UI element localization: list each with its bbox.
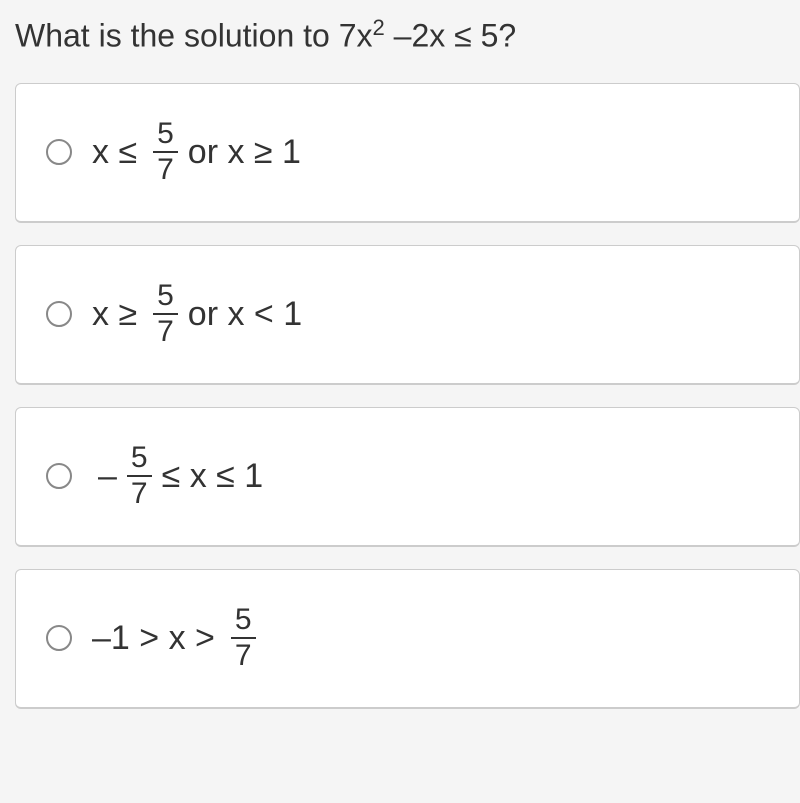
answer-c: – 5 7 ≤ x ≤ 1 bbox=[92, 443, 263, 509]
option-a[interactable]: x ≤ 5 7 or x ≥ 1 bbox=[15, 83, 800, 223]
option-b[interactable]: x ≥ 5 7 or x < 1 bbox=[15, 245, 800, 385]
answer-c-neg: – bbox=[98, 457, 117, 496]
fraction-b-num: 5 bbox=[153, 281, 178, 313]
answer-d-before: –1 > x > bbox=[92, 619, 215, 658]
fraction-c-den: 7 bbox=[127, 477, 152, 509]
fraction-a-num: 5 bbox=[153, 119, 178, 151]
radio-a[interactable] bbox=[46, 139, 72, 165]
question-suffix: –2x ≤ 5? bbox=[385, 18, 516, 54]
answer-a-after: or x ≥ 1 bbox=[188, 133, 301, 172]
answer-d: –1 > x > 5 7 bbox=[92, 605, 266, 671]
fraction-b: 5 7 bbox=[153, 281, 178, 347]
fraction-c-num: 5 bbox=[127, 443, 152, 475]
answer-a: x ≤ 5 7 or x ≥ 1 bbox=[92, 119, 301, 185]
answer-b: x ≥ 5 7 or x < 1 bbox=[92, 281, 302, 347]
option-d[interactable]: –1 > x > 5 7 bbox=[15, 569, 800, 709]
radio-c[interactable] bbox=[46, 463, 72, 489]
fraction-d-den: 7 bbox=[231, 639, 256, 671]
fraction-c: 5 7 bbox=[127, 443, 152, 509]
question-prefix: What is the solution to 7x bbox=[15, 18, 373, 54]
fraction-d: 5 7 bbox=[231, 605, 256, 671]
answer-a-before: x ≤ bbox=[92, 133, 137, 172]
radio-d[interactable] bbox=[46, 625, 72, 651]
fraction-d-num: 5 bbox=[231, 605, 256, 637]
radio-b[interactable] bbox=[46, 301, 72, 327]
answer-c-after: ≤ x ≤ 1 bbox=[162, 457, 264, 496]
question-text: What is the solution to 7x2 –2x ≤ 5? bbox=[15, 15, 800, 55]
option-c[interactable]: – 5 7 ≤ x ≤ 1 bbox=[15, 407, 800, 547]
question-exponent: 2 bbox=[373, 15, 385, 40]
options-container: x ≤ 5 7 or x ≥ 1 x ≥ 5 7 or x < 1 bbox=[15, 83, 800, 709]
answer-b-before: x ≥ bbox=[92, 295, 137, 334]
fraction-a: 5 7 bbox=[153, 119, 178, 185]
answer-b-after: or x < 1 bbox=[188, 295, 302, 334]
fraction-b-den: 7 bbox=[153, 315, 178, 347]
fraction-a-den: 7 bbox=[153, 153, 178, 185]
